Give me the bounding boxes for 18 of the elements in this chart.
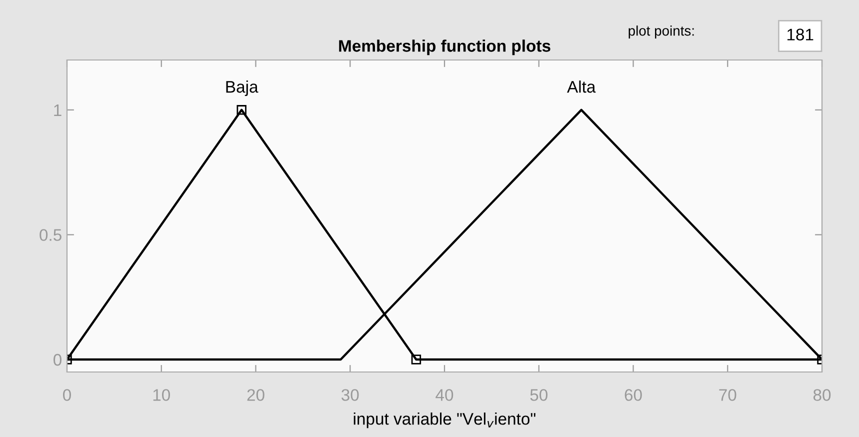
x-tick-label: 70 [719,389,736,401]
x-tick-label: 60 [624,389,642,401]
x-tick-label: 0 [63,389,71,401]
y-tick-label: 1 [54,104,62,116]
x-tick-label: 30 [341,389,359,401]
x-tick-label: 40 [436,389,454,401]
y-tick-label: 0.5 [40,229,62,241]
x-tick-label: 50 [530,389,548,401]
series-label: Baja [226,80,258,96]
series-label: Alta [567,80,596,93]
x-tick-label: 20 [247,389,264,401]
x-tick-label: 10 [153,389,170,401]
x-axis-title: input variable "Vel$_{v}$iento" [354,412,536,428]
text: 181 [787,28,814,40]
y-tick-label: 0 [54,354,62,366]
chart-title: Membership function plots [339,40,550,56]
text: plot points: [628,26,694,38]
x-tick-label: 80 [813,389,831,401]
